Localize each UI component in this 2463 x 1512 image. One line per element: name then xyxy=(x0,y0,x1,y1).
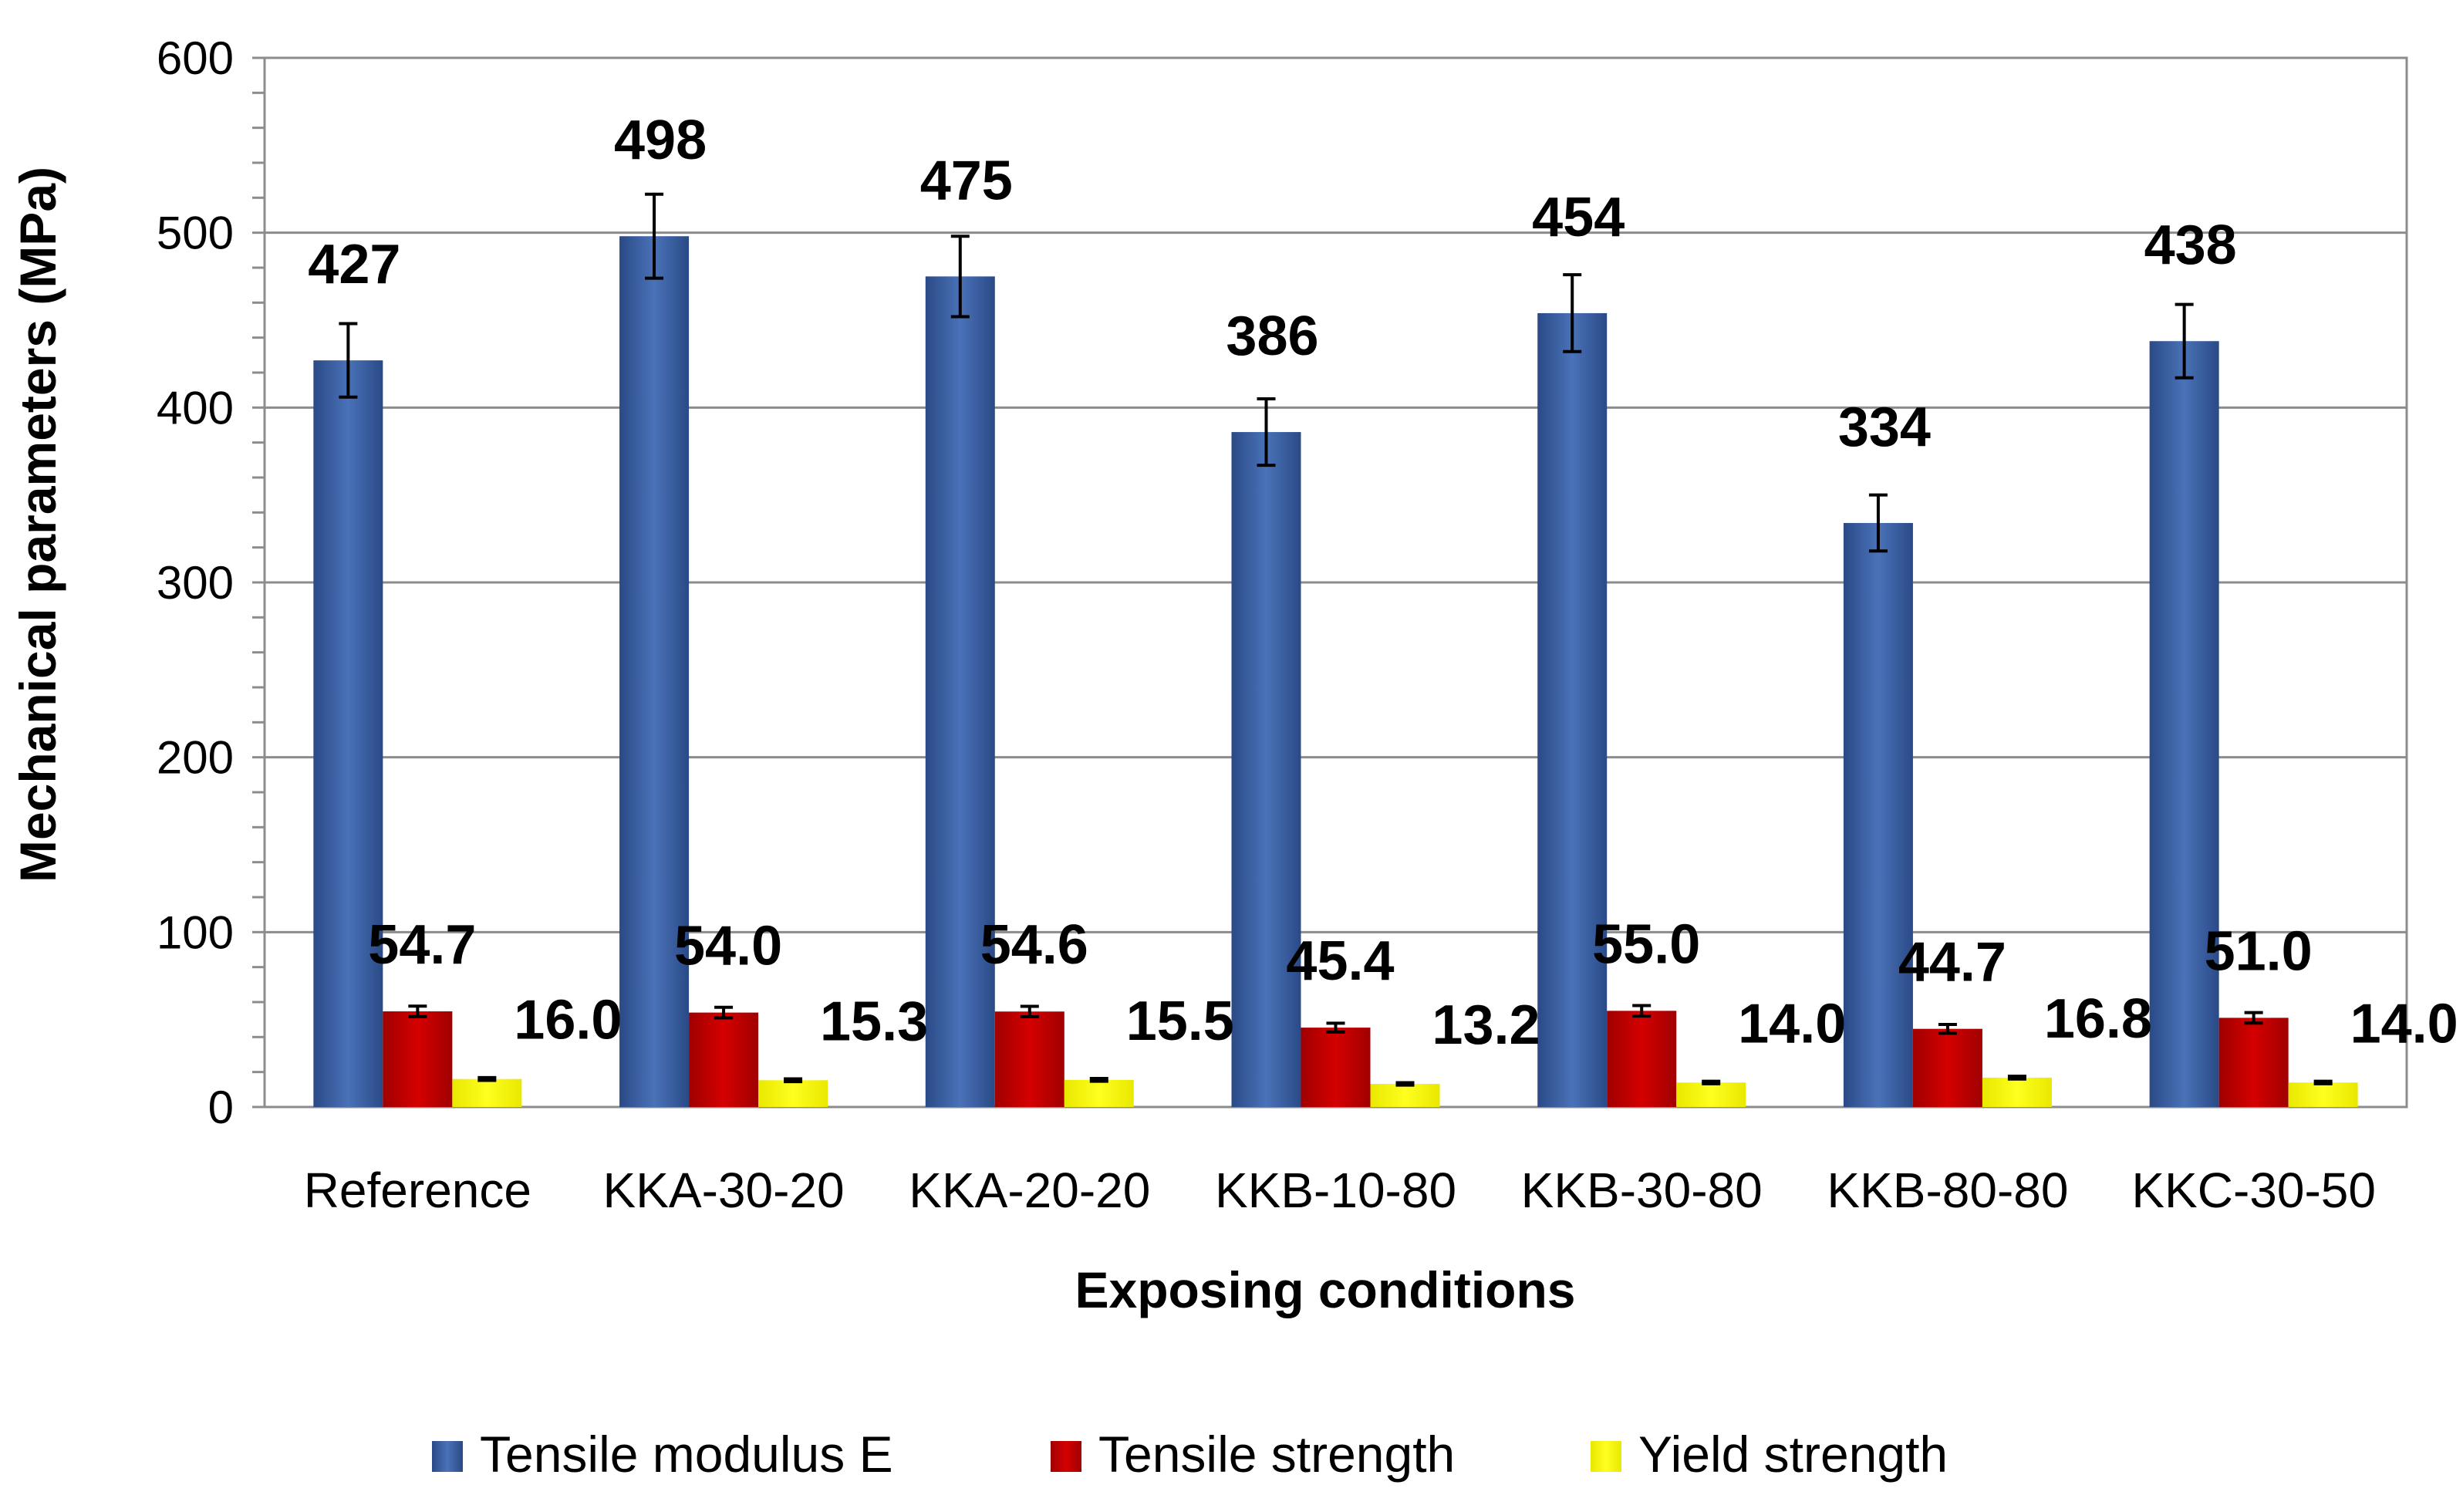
error-bar-tensile-strength-kka-20-20 xyxy=(1020,1004,1039,1019)
bar-tensile-strength-kkb-80-80 xyxy=(1912,1028,1982,1107)
data-labels: 427 54.7 16.0 498 54.0 15.3 475 54.6 15.5 386 45.4… xyxy=(308,110,2458,1056)
axes: 0 100 200 300 400 500 600 Reference KKA-30-20 KKA… xyxy=(157,32,2408,1218)
error-bar-tensile-modulus-kkb-80-80 xyxy=(1868,493,1888,553)
error-bar-tensile-strength-kkc-30-50 xyxy=(2244,1011,2263,1025)
bar-tensile-modulus-kkb-80-80 xyxy=(1843,522,1913,1107)
x-tick-label-reference: Reference xyxy=(304,1163,531,1218)
bar-tensile-modulus-kka-20-20 xyxy=(925,276,995,1107)
error-bar-yield-strength-kkb-30-80 xyxy=(1702,1079,1721,1085)
bar-tensile-strength-kkb-30-80 xyxy=(1607,1011,1677,1107)
error-bar-tensile-modulus-kka-30-20 xyxy=(645,192,664,280)
data-label-tensile-modulus-kkb-80-80: 334 xyxy=(1838,397,1931,458)
bar-tensile-modulus-kkb-30-80 xyxy=(1537,312,1608,1107)
bar-yield-strength-kka-30-20 xyxy=(758,1080,828,1107)
error-bar-tensile-modulus-reference xyxy=(339,322,358,399)
data-label-tensile-strength-kkb-80-80: 44.7 xyxy=(1898,932,2006,994)
data-label-tensile-strength-kkc-30-50: 51.0 xyxy=(2205,920,2313,982)
data-label-tensile-modulus-kkb-10-80: 386 xyxy=(1226,305,1318,367)
bar-tensile-strength-reference xyxy=(383,1011,453,1107)
error-bar-yield-strength-kkb-80-80 xyxy=(2007,1075,2026,1081)
data-label-tensile-strength-kkb-10-80: 45.4 xyxy=(1286,930,1394,992)
data-label-tensile-modulus-kka-20-20: 475 xyxy=(920,150,1013,211)
legend: Tensile modulus E Tensile strength Yield… xyxy=(432,1426,1948,1483)
error-bar-tensile-strength-kkb-10-80 xyxy=(1326,1021,1345,1034)
y-tick-label-600: 600 xyxy=(157,32,234,84)
y-tick-label-400: 400 xyxy=(157,382,234,434)
y-tick-label-500: 500 xyxy=(157,208,234,259)
bar-tensile-modulus-kka-30-20 xyxy=(619,236,690,1108)
bar-tensile-strength-kka-30-20 xyxy=(689,1012,759,1107)
error-bar-tensile-modulus-kkc-30-50 xyxy=(2175,302,2194,380)
error-bar-tensile-modulus-kkb-30-80 xyxy=(1563,273,1582,353)
y-tick-label-100: 100 xyxy=(157,906,234,958)
data-label-tensile-strength-reference: 54.7 xyxy=(368,914,476,976)
error-bar-tensile-strength-kkb-80-80 xyxy=(1938,1023,1957,1035)
error-bar-yield-strength-kkb-10-80 xyxy=(1395,1081,1415,1087)
error-bar-tensile-strength-kka-30-20 xyxy=(714,1005,734,1020)
bar-tensile-modulus-kkb-10-80 xyxy=(1231,432,1301,1107)
bar-yield-strength-kkb-80-80 xyxy=(1982,1077,2052,1107)
y-tick-label-0: 0 xyxy=(208,1082,234,1133)
y-tick-label-200: 200 xyxy=(157,732,234,784)
x-tick-label-kka-30-20: KKA-30-20 xyxy=(603,1163,845,1218)
bar-yield-strength-reference xyxy=(452,1078,522,1107)
bars xyxy=(313,192,2358,1108)
bar-yield-strength-kka-20-20 xyxy=(1064,1079,1134,1107)
y-axis-title: Mechanical parameters (MPa) xyxy=(9,167,66,883)
data-label-tensile-strength-kka-30-20: 54.0 xyxy=(674,916,782,977)
error-bar-yield-strength-kka-30-20 xyxy=(784,1077,803,1084)
data-label-tensile-strength-kkb-30-80: 55.0 xyxy=(1592,913,1700,975)
data-label-yield-strength-kkb-10-80: 13.2 xyxy=(1432,994,1540,1056)
x-tick-label-kkb-80-80: KKB-80-80 xyxy=(1827,1163,2068,1218)
x-tick-label-kkb-10-80: KKB-10-80 xyxy=(1215,1163,1456,1218)
bar-tensile-strength-kka-20-20 xyxy=(994,1011,1064,1107)
bar-yield-strength-kkc-30-50 xyxy=(2288,1082,2358,1107)
bar-yield-strength-kkb-30-80 xyxy=(1676,1082,1746,1107)
data-label-yield-strength-kkb-30-80: 14.0 xyxy=(1738,993,1846,1055)
x-tick-label-kkb-30-80: KKB-30-80 xyxy=(1521,1163,1763,1218)
error-bar-tensile-modulus-kkb-10-80 xyxy=(1257,397,1276,467)
data-label-tensile-modulus-kkb-30-80: 454 xyxy=(1532,187,1625,248)
legend-swatch-tensile-strength xyxy=(1051,1441,1081,1472)
data-label-tensile-strength-kka-20-20: 54.6 xyxy=(980,914,1088,976)
x-tick-label-kkc-30-50: KKC-30-50 xyxy=(2131,1163,2376,1218)
bar-tensile-modulus-kkc-30-50 xyxy=(2149,341,2219,1107)
error-bar-yield-strength-kkc-30-50 xyxy=(2313,1079,2333,1085)
legend-swatch-tensile-modulus xyxy=(432,1441,463,1472)
bar-tensile-modulus-reference xyxy=(313,360,383,1108)
y-tick-label-300: 300 xyxy=(157,557,234,609)
error-bar-yield-strength-kka-20-20 xyxy=(1089,1077,1108,1083)
bar-yield-strength-kkb-10-80 xyxy=(1370,1084,1440,1107)
data-label-yield-strength-kkb-80-80: 16.8 xyxy=(2044,988,2152,1050)
bar-tensile-strength-kkc-30-50 xyxy=(2218,1018,2289,1107)
data-label-yield-strength-kkc-30-50: 14.0 xyxy=(2350,993,2458,1055)
data-label-tensile-modulus-kka-30-20: 498 xyxy=(614,110,707,171)
data-label-yield-strength-kka-20-20: 15.5 xyxy=(1126,991,1234,1052)
bar-tensile-strength-kkb-10-80 xyxy=(1301,1028,1371,1107)
legend-label-yield-strength: Yield strength xyxy=(1638,1426,1948,1483)
legend-label-tensile-strength: Tensile strength xyxy=(1098,1426,1455,1483)
x-tick-label-kka-20-20: KKA-20-20 xyxy=(909,1163,1150,1218)
error-bar-tensile-modulus-kka-20-20 xyxy=(950,235,970,319)
error-bar-tensile-strength-kkb-30-80 xyxy=(1632,1004,1652,1018)
data-label-tensile-modulus-reference: 427 xyxy=(308,234,400,295)
error-bar-tensile-strength-reference xyxy=(408,1004,427,1018)
x-axis-title: Exposing conditions xyxy=(1075,1261,1575,1318)
error-bar-yield-strength-reference xyxy=(477,1075,497,1082)
legend-swatch-yield-strength xyxy=(1591,1441,1621,1472)
data-label-yield-strength-kka-30-20: 15.3 xyxy=(820,991,928,1052)
data-label-yield-strength-reference: 16.0 xyxy=(514,990,622,1051)
data-label-tensile-modulus-kkc-30-50: 438 xyxy=(2144,214,2237,276)
legend-label-tensile-modulus: Tensile modulus E xyxy=(480,1426,893,1483)
